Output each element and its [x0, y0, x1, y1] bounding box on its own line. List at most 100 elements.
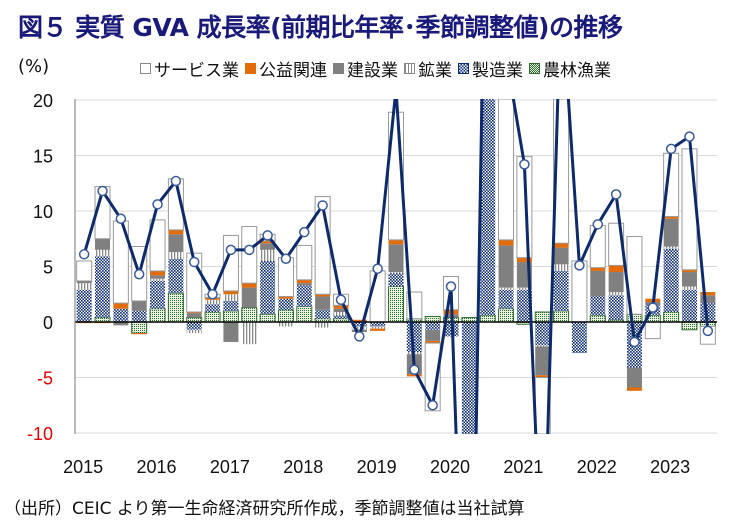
bar-segment-公益関連: [700, 292, 716, 296]
bar-segment-サービス業: [498, 99, 515, 241]
gva-point: [684, 131, 695, 142]
y-tick-label: 5: [43, 258, 53, 278]
legend: サービス業 公益関連 建設業 鉱業 製造業 農林漁業: [140, 56, 611, 81]
y-tick-label: 10: [33, 202, 53, 222]
y-tick-label: 20: [33, 91, 53, 111]
bar-segment-鉱業: [535, 345, 551, 347]
bar-segment-鉱業: [150, 278, 166, 281]
bar-segment-建設業: [241, 287, 257, 308]
bar-segment-鉱業: [351, 326, 367, 330]
bar-segment-公益関連: [186, 312, 202, 314]
bar-segment-鉱業: [388, 272, 404, 274]
gva-point: [207, 289, 218, 300]
gva-point: [610, 189, 622, 200]
bar-segment-鉱業: [681, 286, 697, 290]
bar-segment-鉱業: [168, 252, 184, 259]
bar-segment-農林漁業: [663, 311, 680, 323]
gva-line: [78, 99, 714, 434]
bar-segment-建設業: [663, 218, 679, 247]
gva-point: [317, 200, 328, 211]
bars: [76, 99, 716, 434]
legend-swatch: [140, 63, 151, 74]
bar-segment-製造業: [535, 322, 551, 346]
bar-segment-サービス業: [424, 342, 441, 412]
bar-segment-公益関連: [535, 375, 551, 378]
gva-point: [629, 336, 640, 348]
bar-segment-建設業: [260, 243, 276, 250]
bar-segment-農林漁業: [498, 308, 515, 323]
bar-segment-サービス業: [369, 270, 386, 323]
bar-segment-公益関連: [516, 257, 532, 263]
bar-segment-製造業: [186, 322, 202, 330]
bar-segment-製造業: [681, 289, 697, 322]
x-tick-label: 2022: [577, 457, 617, 477]
gva-point: [188, 256, 200, 268]
bar-segment-製造業: [663, 248, 679, 313]
gva-point: [335, 294, 347, 306]
legend-label: サービス業: [154, 61, 239, 81]
bar-segment-農林漁業: [424, 315, 441, 323]
y-tick-label: -10: [27, 424, 53, 444]
gva-point: [445, 281, 457, 292]
bar-segment-鉱業: [76, 283, 92, 290]
x-tick-labels: 2015 2016 2017 2018 2019 2020 2021 2022 2023: [63, 457, 690, 477]
bar-segment-公益関連: [333, 305, 349, 309]
bar-segment-製造業: [370, 322, 386, 327]
gva-point: [647, 302, 659, 313]
bar-segment-製造業: [571, 322, 587, 354]
bar-segment-公益関連: [150, 270, 166, 276]
bar-segment-公益関連: [168, 229, 184, 235]
bar-segment-鉱業: [370, 326, 386, 329]
bar-segment-製造業: [205, 304, 221, 313]
x-tick-label: 2023: [650, 457, 690, 477]
bar-segment-建設業: [608, 272, 624, 293]
bar-segment-農林漁業: [589, 314, 606, 323]
bar-segment-製造業: [700, 303, 716, 322]
gva-point: [427, 400, 438, 411]
bar-segment-製造業: [95, 256, 111, 318]
bar-segment-農林漁業: [479, 314, 496, 323]
bar-segment-製造業: [223, 300, 239, 311]
gva-point: [574, 260, 585, 271]
legend-item: 農林漁業: [529, 56, 611, 81]
bar-segment-建設業: [113, 322, 129, 326]
bar-segment-製造業: [425, 322, 441, 330]
legend-swatch: [404, 63, 415, 74]
legend-label: 鉱業: [418, 61, 452, 81]
x-tick-label: 2020: [430, 457, 470, 477]
bar-segment-製造業: [76, 289, 92, 322]
legend-swatch: [529, 63, 540, 74]
bar-segment-農林漁業: [259, 313, 276, 323]
bar-segment-農林漁業: [277, 309, 294, 323]
y-tick-label: 0: [43, 313, 53, 333]
bar-segment-建設業: [425, 329, 441, 341]
bar-segment-公益関連: [351, 319, 367, 322]
gva-point: [702, 325, 714, 337]
y-tick-labels: -10 -5 0 5 10 15 20: [27, 91, 53, 444]
legend-label: 公益関連: [259, 61, 327, 81]
bar-segment-建設業: [95, 238, 111, 250]
bar-segment-製造業: [333, 315, 349, 319]
bar-segment-農林漁業: [626, 313, 643, 323]
bar-segment-製造業: [498, 289, 514, 309]
bar-segment-公益関連: [260, 240, 276, 244]
bar-segment-公益関連: [241, 283, 257, 288]
bar-segment-公益関連: [626, 387, 642, 391]
bar-segment-公益関連: [425, 340, 441, 344]
y-tick-label: 15: [33, 147, 53, 167]
bar-segment-鉱業: [553, 264, 569, 271]
bar-segment-製造業: [150, 280, 166, 309]
bar-segment-製造業: [113, 308, 129, 322]
bar-segment-公益関連: [223, 290, 239, 295]
bar-segment-公益関連: [315, 294, 331, 297]
bar-segment-建設業: [150, 275, 166, 279]
gva-line-path: [82, 99, 710, 434]
bar-segment-公益関連: [608, 265, 624, 273]
bar-segment-製造業: [590, 296, 606, 316]
bar-segment-建設業: [626, 367, 642, 388]
bar-segment-鉱業: [205, 299, 221, 305]
bar-segment-製造業: [296, 285, 312, 307]
bar-segment-農林漁業: [534, 311, 551, 323]
bar-segment-農林漁業: [553, 310, 570, 323]
